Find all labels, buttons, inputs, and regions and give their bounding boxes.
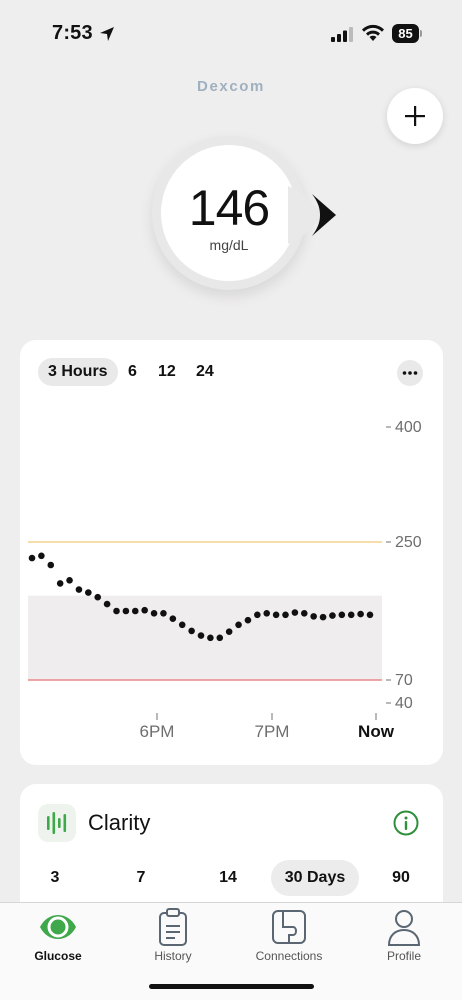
glucose-point <box>207 634 214 642</box>
glucose-point <box>254 611 261 619</box>
tab-history[interactable]: History <box>115 907 231 967</box>
x-tick-label: 7PM <box>255 722 290 741</box>
glucose-drop-icon <box>40 915 76 939</box>
connections-icon <box>272 910 306 944</box>
person-icon <box>387 910 421 946</box>
glucose-point <box>329 612 336 619</box>
range-tab[interactable]: 6 <box>128 363 137 380</box>
tab-label: Connections <box>255 949 323 963</box>
range-tab[interactable]: 3 Hours <box>38 358 118 386</box>
y-tick-label: 40 <box>395 695 413 712</box>
home-indicator <box>149 984 314 989</box>
glucose-point <box>263 610 271 617</box>
info-icon[interactable] <box>393 810 419 836</box>
battery-level: 85 <box>392 24 419 43</box>
range-tab[interactable]: 24 <box>196 363 214 380</box>
x-tick-label: Now <box>358 722 395 741</box>
glucose-point <box>56 580 64 587</box>
clarity-card: Clarity 3 7 14 30 Days 90 <box>20 784 443 924</box>
clarity-day-tab[interactable]: 30 Days <box>271 860 359 896</box>
glucose-point <box>300 610 308 617</box>
battery-icon: 85 <box>392 24 422 44</box>
glucose-chart-card: 400 250 70 40 6PM 7PM Now 3 Hours 6 12 24 <box>20 340 443 765</box>
clarity-day-tab[interactable]: 90 <box>392 869 410 886</box>
cellular-signal-icon <box>331 27 353 42</box>
clarity-day-tab[interactable]: 3 <box>50 869 60 886</box>
y-tick-label: 70 <box>395 672 413 689</box>
brand-logo: Dexcom <box>197 78 265 95</box>
status-time: 7:53 <box>52 22 93 44</box>
y-tick-label: 400 <box>395 419 422 436</box>
range-tab[interactable]: 12 <box>158 363 176 380</box>
tab-connections[interactable]: Connections <box>231 907 347 967</box>
glucose-point <box>47 561 55 569</box>
glucose-point <box>366 611 374 619</box>
glucose-point <box>178 621 186 629</box>
y-tick-label: 250 <box>395 534 422 551</box>
glucose-unit: mg/dL <box>209 237 249 253</box>
glucose-point <box>75 586 83 593</box>
glucose-point <box>160 610 167 617</box>
glucose-point <box>197 632 205 639</box>
status-bar: 7:53 85 <box>0 0 462 60</box>
glucose-point <box>244 616 252 624</box>
trend-arrow-icon <box>288 186 338 244</box>
x-tick-label: 6PM <box>140 722 175 741</box>
glucose-point <box>150 610 158 617</box>
glucose-point <box>113 607 120 615</box>
ellipsis-icon <box>402 371 418 375</box>
glucose-point <box>272 611 280 619</box>
glucose-value: 146 <box>188 180 270 236</box>
plus-icon <box>405 106 425 126</box>
glucose-point <box>85 589 92 596</box>
glucose-point <box>291 609 299 616</box>
add-button[interactable] <box>387 88 443 144</box>
glucose-point <box>310 613 317 620</box>
glucose-point <box>188 627 195 635</box>
clarity-title: Clarity <box>88 810 151 835</box>
tab-glucose[interactable]: Glucose <box>0 907 116 967</box>
tab-label: Glucose <box>34 949 82 963</box>
clipboard-icon <box>159 908 187 946</box>
tab-label: History <box>154 949 192 963</box>
more-options-button[interactable] <box>397 360 423 386</box>
glucose-point <box>225 628 233 635</box>
glucose-point <box>122 607 130 615</box>
wifi-icon <box>362 24 384 41</box>
tab-bar: Glucose History Connections Profile <box>0 902 462 1000</box>
clarity-day-tab[interactable]: 7 <box>136 869 146 886</box>
glucose-point <box>169 615 177 622</box>
clarity-day-tab[interactable]: 14 <box>219 869 237 886</box>
glucose-chart: 400 250 70 40 6PM 7PM Now <box>28 419 422 741</box>
glucose-point <box>38 552 45 560</box>
glucose-point <box>66 577 73 584</box>
glucose-point <box>103 600 111 608</box>
glucose-reading[interactable]: 146 mg/dL <box>152 136 306 290</box>
glucose-point <box>94 593 102 601</box>
glucose-point <box>282 611 289 619</box>
glucose-point <box>141 606 148 614</box>
glucose-point <box>235 621 242 629</box>
clarity-logo-icon <box>38 804 76 842</box>
glucose-point <box>338 611 346 619</box>
location-arrow-icon <box>100 27 114 41</box>
tab-profile[interactable]: Profile <box>346 907 462 967</box>
target-range-band <box>28 595 382 680</box>
glucose-point <box>131 607 139 615</box>
glucose-point <box>28 554 36 562</box>
tab-label: Profile <box>386 949 421 963</box>
glucose-point <box>319 613 327 621</box>
glucose-point <box>357 610 364 618</box>
glucose-point <box>216 634 224 642</box>
glucose-point <box>347 611 355 619</box>
